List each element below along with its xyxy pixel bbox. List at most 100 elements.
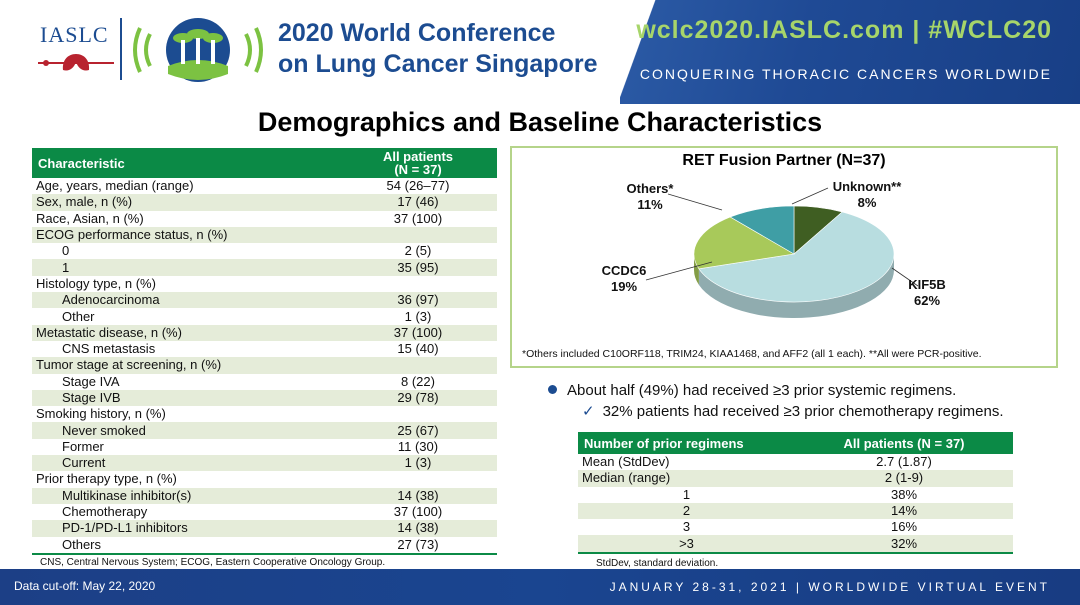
header-all-patients-line1: All patients [382,149,454,164]
row-value [339,406,497,422]
header-all-patients-line2: (N = 37) [394,162,442,177]
conference-title-line2: on Lung Cancer Singapore [278,50,598,78]
row-label: Race, Asian, n (%) [36,210,144,226]
pie-label-others-name: Others* [626,181,674,196]
row-value: 35 (95) [339,259,497,276]
prior-regimens-table: Number of prior regimens All patients (N… [578,432,1013,554]
bullet-main-text: About half (49%) had received ≥3 prior s… [567,382,957,399]
leader-ccdc6 [645,261,713,281]
row-label: PD-1/PD-L1 inhibitors [32,520,339,537]
chart-footnote: *Others included C10ORF118, TRIM24, KIAA… [522,348,982,360]
pie-label-others: Others* 11% [620,181,680,213]
row-label: 1 [682,486,691,502]
row-value [339,471,497,487]
row-value: 37 (100) [339,324,497,341]
row-label: >3 [578,535,795,554]
row-label: 0 [62,243,70,259]
row-value [339,276,497,292]
row-value [339,357,497,374]
row-value: 32% [795,535,1013,554]
pie-slice-others [729,205,795,255]
header-banner: wclc2020.IASLC.com | #WCLC20 CONQUERING … [620,0,1080,104]
characteristics-table: Characteristic All patients (N = 37) Age… [32,148,497,555]
leader-others [667,193,723,211]
row-label: Smoking history, n (%) [36,406,166,422]
header: IASLC 2020 World Conference on Lung Canc… [0,0,1080,104]
leader-unknown [791,187,829,205]
row-value: 2 (5) [404,243,432,259]
header-all-patients: All patients (N = 37) [339,148,497,178]
table-row: Multikinase inhibitor(s) 14 (38) [32,487,497,504]
row-label: Sex, male, n (%) [32,194,339,211]
row-label: 2 [578,502,795,520]
table-row: Histology type, n (%) [32,276,497,292]
row-label: Histology type, n (%) [36,275,156,291]
row-value: 2 (1-9) [795,470,1013,487]
bullet-sub: ✓ 32% patients had received ≥3 prior chem… [582,402,1004,420]
pie-label-ccdc6-value: 19% [610,279,638,294]
footer: Data cut-off: May 22, 2020 JANUARY 28-31… [0,569,1080,605]
row-value: 2.7 (1.87) [876,454,932,470]
table-row: Stage IVB 29 (78) [32,389,497,407]
characteristics-footnote: CNS, Central Nervous System; ECOG, Easte… [40,557,386,568]
header-divider [120,18,122,80]
table-row: >3 32% [578,535,1013,554]
table-row: PD-1/PD-L1 inhibitors 14 (38) [32,520,497,537]
row-value: 11 (30) [397,438,439,454]
header-characteristic: Characteristic [32,148,339,178]
row-label: Metastatic disease, n (%) [32,324,339,341]
table-row: Other 1 (3) [32,308,497,324]
bullet-dot-icon [548,384,557,394]
conference-url[interactable]: wclc2020.IASLC.com | #WCLC20 [636,16,1052,44]
table-row: 3 16% [578,519,1013,535]
row-value: 14% [795,502,1013,520]
pie-chart [645,187,919,318]
row-label: Median (range) [578,470,795,487]
table-row: Sex, male, n (%) 17 (46) [32,194,497,211]
row-label: Others [32,536,339,555]
prior-regimens-footnote: StdDev, standard deviation. [596,558,719,569]
table-row: 1 35 (95) [32,259,497,276]
pie-label-unknown-value: 8% [857,195,877,210]
conference-tagline: CONQUERING THORACIC CANCERS WORLDWIDE [639,66,1052,82]
table-row: Mean (StdDev) 2.7 (1.87) [578,454,1013,470]
pie-slice-ccdc6 [693,216,795,270]
row-label: Stage IVA [62,373,120,389]
row-value: 27 (73) [339,536,497,555]
row-label: ECOG performance status, n (%) [32,226,339,244]
pie-label-kif5b-name: KIF5B [908,277,946,292]
wclc-trees-logo-icon [133,18,263,82]
pie-label-others-value: 11% [637,197,663,212]
pie-label-kif5b-value: 62% [913,293,941,308]
row-value: 38% [890,486,918,502]
table-row: Others 27 (73) [32,536,497,555]
table-row: Smoking history, n (%) [32,406,497,422]
row-label: Multikinase inhibitor(s) [32,487,339,504]
header-all-patients-n37: All patients (N = 37) [795,432,1013,454]
pie-label-kif5b: KIF5B 62% [902,277,952,309]
event-dates: JANUARY 28-31, 2021 | WORLDWIDE VIRTUAL … [609,580,1050,594]
iaslc-lungs-icon [38,54,114,71]
bullet-main: About half (49%) had received ≥3 prior s… [548,382,956,399]
row-value: 37 (100) [393,504,443,520]
table-row: Prior therapy type, n (%) [32,471,497,487]
row-label: Prior therapy type, n (%) [36,471,177,487]
header-number-prior-regimens: Number of prior regimens [578,432,795,454]
characteristics-table-header: Characteristic All patients (N = 37) [32,148,497,178]
table-row: Never smoked 25 (67) [32,422,497,439]
row-label: Tumor stage at screening, n (%) [32,357,339,374]
row-value: 54 (26–77) [386,178,450,194]
row-value [339,226,497,244]
row-label: Chemotherapy [62,504,148,520]
row-value: 15 (40) [397,341,439,357]
row-label: CNS metastasis [62,341,156,357]
pie-label-unknown-name: Unknown** [832,179,902,194]
pie-side-kif5b [698,254,894,318]
table-row: Former 11 (30) [32,439,497,455]
row-label: Current [32,455,339,472]
conference-title: 2020 World Conference on Lung Cancer Sin… [278,18,597,80]
row-value: 1 (3) [339,455,497,472]
table-row: 2 14% [578,502,1013,520]
table-row: Chemotherapy 37 (100) [32,504,497,520]
iaslc-logo-text: IASLC [40,22,109,47]
